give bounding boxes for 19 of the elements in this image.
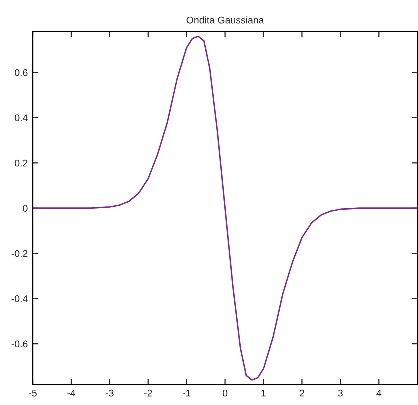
- x-tick-label: -5: [29, 390, 37, 397]
- y-tick-label: -0.2: [12, 250, 28, 258]
- y-tick-label: 0.4: [15, 114, 28, 122]
- line-series: [33, 36, 418, 381]
- y-tick-label: -0.6: [12, 340, 28, 348]
- y-tick-label: 0.2: [15, 160, 28, 167]
- y-tick-label: 0: [23, 205, 28, 212]
- x-tick-label: 2: [300, 390, 304, 397]
- x-tick-label: 1: [262, 390, 266, 397]
- x-tick-label: -1: [182, 390, 191, 397]
- x-tick-label: 0: [222, 390, 228, 397]
- chart-title: Ondita Gaussiana: [186, 16, 264, 24]
- x-tick-label: -2: [144, 390, 152, 397]
- x-tick-label: -3: [106, 390, 114, 397]
- y-tick-label: -0.4: [12, 296, 28, 302]
- x-tick-label: 3: [338, 390, 343, 397]
- y-tick-label: 0.6: [15, 69, 28, 76]
- x-tick-label: 4: [376, 390, 382, 397]
- x-tick-label: -4: [68, 390, 76, 397]
